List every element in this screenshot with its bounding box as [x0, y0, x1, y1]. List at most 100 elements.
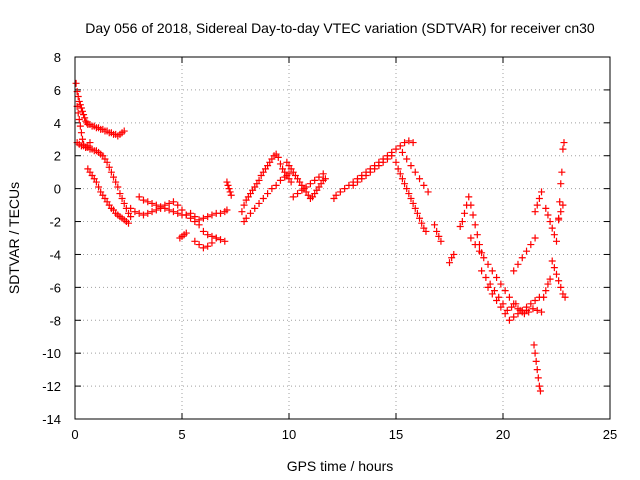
grid: [75, 57, 610, 419]
data-point: [392, 145, 400, 153]
data-point: [529, 305, 537, 313]
data-point: [480, 254, 488, 262]
data-point: [416, 214, 424, 222]
axis-ticks: [74, 56, 611, 420]
data-point: [523, 247, 531, 255]
data-point: [396, 142, 404, 150]
data-point: [208, 239, 216, 247]
data-points: [72, 79, 569, 395]
data-point: [409, 139, 417, 147]
data-point: [268, 185, 276, 193]
data-point: [559, 201, 567, 209]
data-point: [501, 287, 509, 295]
data-point: [501, 310, 509, 318]
data-point: [518, 306, 526, 314]
data-point: [321, 175, 329, 183]
data-point: [394, 165, 402, 173]
data-point: [553, 237, 560, 245]
data-point: [139, 196, 147, 204]
data-point: [467, 201, 475, 209]
x-tick-label: 20: [496, 427, 510, 442]
data-point: [107, 168, 115, 176]
data-point: [493, 297, 501, 305]
data-point: [546, 218, 554, 226]
data-point: [508, 303, 516, 311]
y-tick-label: -10: [42, 346, 61, 361]
data-point: [450, 250, 458, 258]
data-point: [469, 211, 477, 219]
data-point: [208, 211, 216, 219]
data-point: [255, 199, 263, 207]
chart-title: Day 056 of 2018, Sidereal Day-to-day VTE…: [85, 20, 595, 36]
data-point: [505, 316, 513, 324]
tick-labels: 0 5 10 15 20 25 -14 -12 -10 -8 -6 -4 -2 0 2 4 6 8: [42, 50, 617, 442]
data-point: [182, 229, 190, 237]
data-point: [488, 290, 496, 298]
x-tick-label: 0: [71, 427, 78, 442]
data-point: [112, 178, 120, 186]
data-point: [533, 201, 541, 209]
data-point: [208, 232, 216, 240]
data-point: [135, 209, 143, 217]
data-point: [362, 171, 370, 179]
data-point: [560, 139, 568, 147]
data-point: [523, 303, 531, 311]
data-point: [311, 176, 319, 184]
data-point: [191, 237, 199, 245]
data-point: [118, 195, 126, 203]
data-point: [319, 170, 327, 178]
data-point: [416, 175, 424, 183]
data-point: [161, 204, 169, 212]
data-point: [435, 232, 443, 240]
x-tick-label: 25: [603, 427, 617, 442]
data-point: [204, 231, 212, 239]
data-point: [540, 293, 548, 301]
data-point: [403, 185, 411, 193]
data-point: [497, 303, 505, 311]
data-point: [120, 199, 128, 207]
data-point: [148, 199, 156, 207]
y-tick-label: -8: [49, 313, 61, 328]
data-point: [187, 209, 195, 217]
data-point: [531, 349, 539, 357]
data-point: [482, 273, 490, 281]
data-point: [72, 79, 80, 87]
y-tick-label: 2: [54, 149, 61, 164]
data-point: [531, 208, 539, 216]
data-point: [76, 122, 84, 130]
data-point: [294, 190, 302, 198]
data-point: [74, 92, 82, 100]
data-point: [557, 283, 565, 291]
data-point: [125, 219, 132, 227]
data-point: [131, 208, 139, 216]
data-point: [431, 221, 439, 229]
data-point: [298, 186, 306, 194]
data-point: [446, 259, 453, 267]
data-point: [557, 180, 565, 188]
data-point: [152, 201, 160, 209]
data-point: [144, 198, 152, 206]
data-point: [127, 204, 135, 212]
data-point: [460, 209, 468, 217]
y-tick-label: 4: [54, 116, 61, 131]
data-point: [484, 283, 492, 291]
data-point: [95, 183, 103, 191]
data-point: [259, 195, 267, 203]
data-point: [467, 234, 475, 242]
data-point: [535, 382, 543, 390]
data-point: [379, 158, 387, 166]
data-point: [74, 109, 82, 117]
data-point: [556, 198, 564, 206]
data-point: [561, 293, 569, 301]
data-point: [473, 231, 481, 239]
data-point: [396, 170, 404, 178]
data-point: [92, 178, 100, 186]
data-point: [191, 213, 199, 221]
plot-frame: [74, 56, 611, 420]
data-point: [242, 214, 250, 222]
data-point: [484, 260, 492, 268]
data-point: [403, 155, 411, 163]
data-point: [411, 204, 419, 212]
data-point: [411, 168, 419, 176]
data-point: [433, 227, 441, 235]
